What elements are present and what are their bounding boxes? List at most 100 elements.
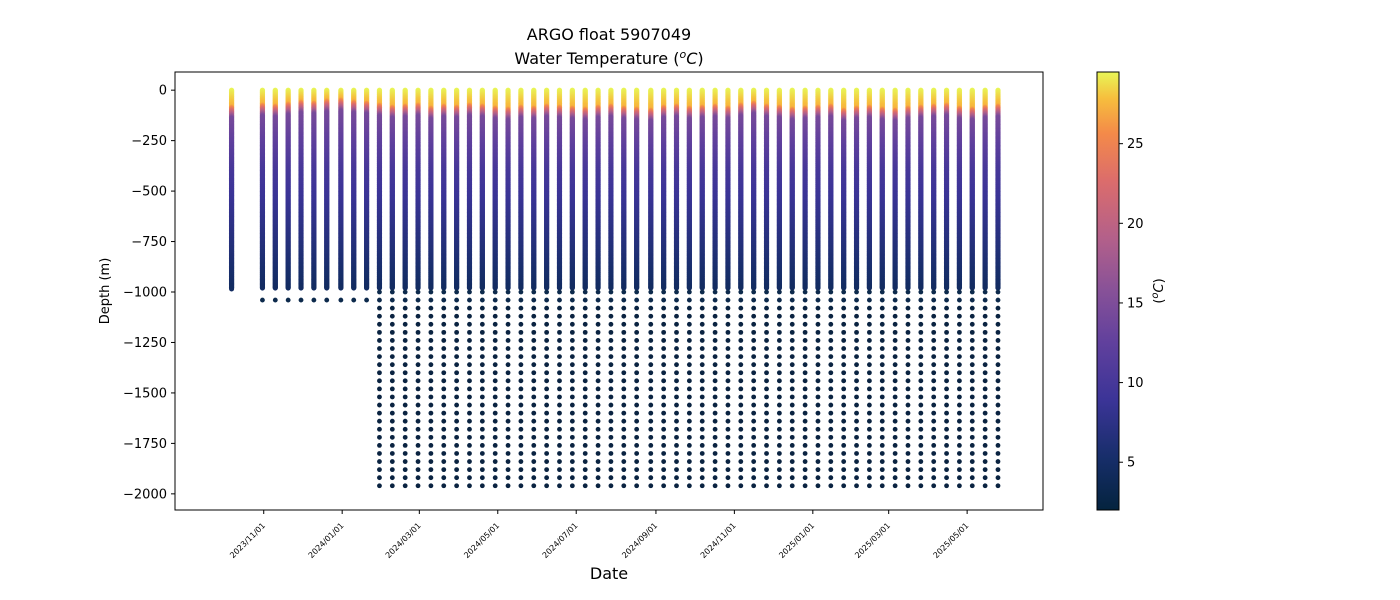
- profile-point: [428, 459, 434, 464]
- profile-point: [389, 305, 395, 311]
- profile-point: [479, 370, 485, 376]
- profile-point: [479, 467, 485, 473]
- profile-point: [454, 402, 460, 408]
- profile-point: [389, 329, 395, 335]
- profile-2023-10-31: [259, 87, 266, 303]
- profile-2024-02-19: [402, 87, 408, 489]
- profile-point: [428, 338, 434, 343]
- profile-point: [428, 483, 434, 489]
- profile-point: [454, 459, 460, 464]
- profile-point: [402, 370, 408, 376]
- profile-point: [389, 378, 395, 384]
- profile-point: [377, 443, 382, 448]
- profile-point: [467, 354, 472, 359]
- profile-point: [389, 362, 395, 368]
- profile-point: [377, 338, 382, 343]
- profile-point: [441, 418, 447, 424]
- profile-point: [415, 459, 421, 464]
- profile-point: [415, 410, 421, 416]
- profile-point: [467, 443, 472, 448]
- profile-point: [454, 451, 460, 456]
- profile-point: [402, 475, 408, 481]
- profile-point: [377, 475, 382, 481]
- profile-point: [415, 451, 421, 456]
- profile-point: [376, 284, 382, 290]
- profile-point: [415, 386, 421, 392]
- profile-point: [402, 289, 408, 295]
- profile-point: [377, 346, 382, 351]
- profile-point: [298, 297, 304, 303]
- profile-point: [402, 354, 408, 359]
- profile-2024-02-29: [415, 87, 421, 489]
- profile-point: [389, 370, 395, 376]
- profile-point: [441, 289, 447, 295]
- profile-point: [415, 338, 421, 343]
- profile-point: [377, 289, 382, 295]
- profile-point: [377, 434, 382, 440]
- profile-point: [479, 321, 485, 327]
- profile-point: [454, 346, 460, 351]
- plot-area: [174, 71, 1044, 511]
- profile-2023-12-31: [338, 87, 344, 303]
- profile-point: [415, 297, 421, 303]
- profile-point: [467, 313, 472, 319]
- profile-point: [377, 378, 382, 384]
- profile-point: [377, 321, 382, 327]
- profile-point: [428, 410, 434, 416]
- profile-point: [389, 284, 395, 290]
- profile-point: [479, 329, 485, 335]
- profile-point: [377, 297, 382, 303]
- profile-point: [415, 443, 421, 448]
- profile-point: [402, 394, 408, 400]
- profile-point: [415, 313, 421, 319]
- profile-2023-11-30: [298, 87, 304, 303]
- profile-2024-04-19: [479, 87, 485, 489]
- profile-point: [441, 362, 447, 368]
- profile-2023-11-20: [285, 87, 291, 303]
- profile-point: [479, 402, 485, 408]
- profile-point: [415, 426, 421, 432]
- profile-point: [428, 402, 434, 408]
- profile-point: [415, 370, 421, 376]
- profile-point: [389, 402, 395, 408]
- profile-point: [402, 418, 408, 424]
- profile-point: [479, 434, 485, 440]
- profile-point: [454, 378, 460, 384]
- profile-point: [377, 386, 382, 392]
- profile-point: [428, 297, 434, 303]
- profile-point: [311, 297, 317, 303]
- profile-2024-04-29: [492, 87, 498, 489]
- profile-point: [389, 467, 395, 473]
- profile-point: [454, 426, 460, 432]
- profile-point: [441, 451, 447, 456]
- profile-point: [467, 402, 472, 408]
- profile-point: [428, 354, 434, 359]
- profile-point: [415, 418, 421, 424]
- profile-point: [441, 354, 447, 359]
- profile-point: [454, 443, 460, 448]
- profile-point: [454, 289, 460, 295]
- profile-point: [389, 354, 395, 359]
- profile-point: [415, 434, 421, 440]
- profile-point: [428, 418, 434, 424]
- profile-point: [479, 475, 485, 481]
- profile-point: [454, 394, 460, 400]
- profile-point: [311, 284, 317, 290]
- profile-point: [402, 483, 408, 489]
- profile-point: [377, 354, 382, 359]
- profile-point: [454, 483, 460, 489]
- profile-point: [402, 459, 408, 464]
- profile-point: [402, 467, 408, 473]
- profile-point: [467, 483, 472, 489]
- profile-point: [377, 467, 382, 473]
- profile-2024-03-20: [441, 87, 447, 489]
- profile-point: [402, 410, 408, 416]
- profile-point: [338, 284, 344, 290]
- profile-point: [441, 426, 447, 432]
- profile-point: [454, 284, 460, 290]
- profile-point: [479, 394, 485, 400]
- profile-point: [389, 443, 395, 448]
- profile-point: [428, 362, 434, 368]
- profile-point: [467, 321, 472, 327]
- profile-point: [467, 346, 472, 351]
